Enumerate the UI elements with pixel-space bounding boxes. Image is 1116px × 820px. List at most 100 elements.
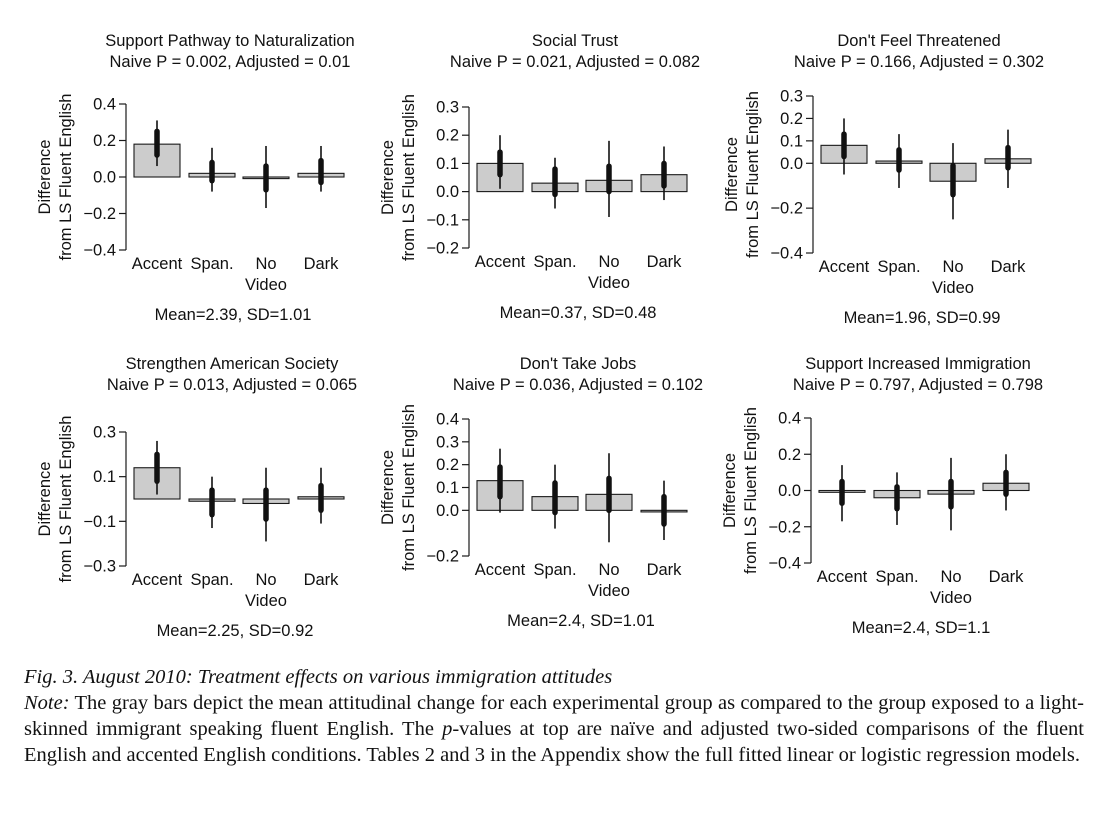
y-axis-label: from LS Fluent English (400, 404, 418, 571)
x-tick-label: Dark (991, 258, 1027, 276)
y-tick-label: 0.3 (93, 424, 116, 442)
y-tick-label: −0.4 (83, 242, 116, 260)
x-tick-label: Dark (304, 255, 340, 273)
y-tick-label: 0.3 (436, 433, 459, 451)
panel-footer-stats: Mean=2.4, SD=1.1 (852, 619, 991, 637)
x-tick-label: Video (932, 279, 974, 297)
x-tick-label: No (255, 255, 276, 273)
x-tick-label: No (255, 571, 276, 589)
x-tick-label: Span. (877, 258, 920, 276)
y-tick-label: 0.2 (93, 132, 116, 150)
x-tick-label: No (942, 258, 963, 276)
x-tick-label: Span. (533, 561, 576, 579)
chart-title: Don't Take Jobs (520, 355, 637, 373)
y-tick-label: −0.2 (770, 200, 803, 218)
y-tick-label: 0.0 (436, 183, 459, 201)
x-tick-label: Dark (304, 571, 340, 589)
y-tick-label: −0.2 (426, 548, 459, 566)
y-tick-label: −0.2 (83, 205, 116, 223)
y-tick-label: 0.4 (778, 410, 801, 428)
y-tick-label: −0.4 (770, 245, 803, 263)
chart-subtitle: Naive P = 0.021, Adjusted = 0.082 (450, 53, 700, 71)
chart-panel: Social Trust Naive P = 0.021, Adjusted = … (379, 32, 700, 322)
note-label: Note: (24, 692, 70, 714)
y-axis-label: Difference (36, 140, 54, 215)
y-tick-label: 0.2 (436, 127, 459, 145)
y-axis-label: from LS Fluent English (742, 407, 760, 574)
x-tick-label: No (940, 568, 961, 586)
y-axis-label: from LS Fluent English (57, 416, 75, 583)
x-tick-label: Video (588, 582, 630, 600)
x-tick-label: Video (245, 592, 287, 610)
y-tick-label: −0.2 (768, 518, 801, 536)
x-tick-label: Accent (475, 561, 526, 579)
panel-footer-stats: Mean=2.25, SD=0.92 (157, 622, 314, 640)
y-axis-label: from LS Fluent English (57, 94, 75, 261)
chart-panel: Support Increased Immigration Naive P = 0… (721, 355, 1043, 637)
x-tick-label: Dark (647, 253, 683, 271)
chart-subtitle: Naive P = 0.013, Adjusted = 0.065 (107, 376, 357, 394)
y-tick-label: 0.2 (436, 456, 459, 474)
note-text-2: -values at top are naïve and adjusted tw… (24, 718, 1084, 766)
y-axis-label: Difference (379, 450, 397, 525)
y-axis-label: Difference (36, 462, 54, 537)
x-tick-label: Video (588, 274, 630, 292)
y-tick-label: 0.3 (436, 99, 459, 117)
y-tick-label: 0.2 (780, 110, 803, 128)
chart-title: Don't Feel Threatened (837, 32, 1000, 50)
x-tick-label: Span. (533, 253, 576, 271)
x-tick-label: No (598, 253, 619, 271)
x-tick-label: Video (930, 589, 972, 607)
note-text-1: The gray bars depict the mean attitudina… (24, 692, 1084, 740)
chart-subtitle: Naive P = 0.166, Adjusted = 0.302 (794, 53, 1044, 71)
chart-subtitle: Naive P = 0.002, Adjusted = 0.01 (110, 53, 351, 71)
x-tick-label: No (598, 561, 619, 579)
caption-title: Fig. 3. August 2010: Treatment effects o… (24, 666, 613, 688)
x-tick-label: Accent (817, 568, 868, 586)
note-p: p (442, 718, 453, 740)
x-tick-label: Dark (647, 561, 683, 579)
chart-title: Strengthen American Society (126, 355, 340, 373)
chart-panel: Don't Take Jobs Naive P = 0.036, Adjusted… (379, 355, 703, 630)
figure-caption: Fig. 3. August 2010: Treatment effects o… (24, 664, 1084, 768)
y-tick-label: 0.0 (436, 502, 459, 520)
x-tick-label: Span. (875, 568, 918, 586)
y-tick-label: 0.4 (93, 96, 116, 114)
chart-title: Support Increased Immigration (805, 355, 1031, 373)
y-tick-label: −0.3 (83, 558, 116, 576)
x-tick-label: Accent (132, 255, 183, 273)
y-tick-label: 0.3 (780, 88, 803, 106)
panel-footer-stats: Mean=2.39, SD=1.01 (155, 306, 312, 324)
y-tick-label: 0.0 (93, 169, 116, 187)
y-axis-label: Difference (723, 137, 741, 212)
x-tick-label: Accent (819, 258, 870, 276)
chart-panel: Support Pathway to Naturalization Naive P… (36, 32, 355, 324)
y-tick-label: 0.2 (778, 446, 801, 464)
x-tick-label: Accent (475, 253, 526, 271)
y-tick-label: 0.0 (780, 155, 803, 173)
y-tick-label: −0.4 (768, 555, 801, 573)
x-tick-label: Dark (989, 568, 1025, 586)
chart-title: Social Trust (532, 32, 619, 50)
y-tick-label: 0.1 (436, 155, 459, 173)
y-axis-label: Difference (721, 453, 739, 528)
y-tick-label: 0.1 (436, 479, 459, 497)
panel-footer-stats: Mean=2.4, SD=1.01 (507, 612, 655, 630)
y-axis-label: Difference (379, 140, 397, 215)
x-tick-label: Span. (190, 571, 233, 589)
chart-panel: Strengthen American Society Naive P = 0.0… (36, 355, 357, 640)
chart-subtitle: Naive P = 0.797, Adjusted = 0.798 (793, 376, 1043, 394)
chart-title: Support Pathway to Naturalization (105, 32, 354, 50)
panel-footer-stats: Mean=0.37, SD=0.48 (500, 304, 657, 322)
y-tick-label: 0.1 (93, 468, 116, 486)
x-tick-label: Accent (132, 571, 183, 589)
y-tick-label: 0.0 (778, 482, 801, 500)
chart-panel: Don't Feel Threatened Naive P = 0.166, Ad… (723, 32, 1044, 327)
chart-subtitle: Naive P = 0.036, Adjusted = 0.102 (453, 376, 703, 394)
y-tick-label: −0.2 (426, 240, 459, 258)
y-axis-label: from LS Fluent English (744, 91, 762, 258)
y-tick-label: −0.1 (426, 211, 459, 229)
panel-footer-stats: Mean=1.96, SD=0.99 (844, 309, 1001, 327)
y-tick-label: 0.4 (436, 411, 459, 429)
x-tick-label: Span. (190, 255, 233, 273)
